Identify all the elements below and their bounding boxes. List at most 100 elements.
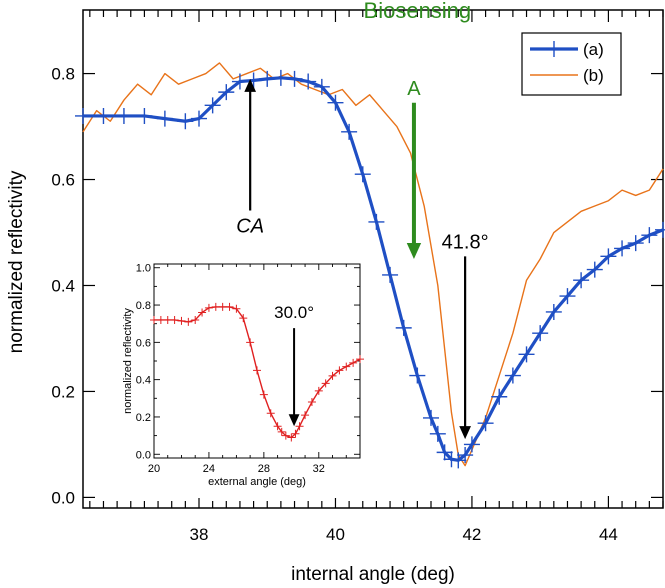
series-a-marker-12 xyxy=(272,69,289,86)
annotation-arrow-head-2 xyxy=(244,78,257,92)
series-a-marker-37 xyxy=(573,272,590,289)
inset-x-tick-label: 28 xyxy=(258,463,270,475)
series-a-line xyxy=(83,76,664,462)
annotation-label-2: CA xyxy=(236,216,264,238)
series-a-marker-13 xyxy=(286,70,303,87)
inset-x-tick-label: 20 xyxy=(148,463,160,475)
inset-series-marker-28 xyxy=(328,371,337,380)
inset-series-marker-12 xyxy=(232,304,241,313)
legend-label-0: (a) xyxy=(583,40,604,59)
legend-marker-0 xyxy=(546,41,562,57)
series-a-marker-43 xyxy=(655,221,665,238)
annotation-arrow-head-1 xyxy=(406,243,422,259)
series-a-marker-8 xyxy=(218,84,235,101)
inset-series-marker-2 xyxy=(163,315,172,324)
inset-series-marker-9 xyxy=(211,302,220,311)
series-a-marker-24 xyxy=(429,425,446,442)
series-a-marker-6 xyxy=(191,110,207,127)
inset-y-tick-label: 0.2 xyxy=(136,412,151,424)
inset-y-tick-label: 0.0 xyxy=(136,449,151,461)
series-a-marker-39 xyxy=(600,248,617,265)
inset-series-marker-21 xyxy=(287,433,296,442)
inset-series-marker-29 xyxy=(335,366,344,375)
inset-annotations: 30.0° xyxy=(274,303,314,427)
inset-series-marker-26 xyxy=(314,386,323,395)
inset-series-marker-8 xyxy=(204,303,213,312)
inset-y-tick-label: 0.8 xyxy=(136,300,151,312)
chart-legend: (a) (b) xyxy=(521,32,622,96)
legend-box xyxy=(521,32,622,96)
series-a-marker-28 xyxy=(457,447,474,464)
series-a-marker-19 xyxy=(368,213,385,230)
annotation-arrow-head-3 xyxy=(459,426,471,440)
inset-x-tick-label: 32 xyxy=(313,463,325,475)
series-a-marker-10 xyxy=(245,72,262,89)
series-a-marker-14 xyxy=(300,73,317,90)
series-a-marker-0 xyxy=(75,107,91,124)
inset-background xyxy=(120,257,363,498)
inset-y-axis-label: normalized reflectivity xyxy=(122,308,134,414)
inset-series-marker-6 xyxy=(191,315,200,324)
inset-series-marker-17 xyxy=(266,409,275,418)
y-tick-label: 0.4 xyxy=(51,276,75,295)
series-a-marker-22 xyxy=(409,367,426,384)
annotation-label-3: 41.8° xyxy=(442,231,489,253)
inset-series-marker-4 xyxy=(177,316,186,325)
series-a-marker-30 xyxy=(477,415,494,432)
series-a-marker-18 xyxy=(354,166,371,183)
series-a-marker-34 xyxy=(532,325,549,342)
inset-x-tick-label: 24 xyxy=(203,463,215,475)
y-tick-label: 0.2 xyxy=(51,382,75,401)
main-chart: 38 40 42 44 0.0 0.2 0.4 0.6 0.8 Biosensing A CA 41.… xyxy=(6,0,665,585)
inset-y-tick-label: 1.0 xyxy=(136,263,151,275)
x-tick-label: 40 xyxy=(326,525,345,544)
main-axis-ticks: 38 40 42 44 0.0 0.2 0.4 0.6 0.8 xyxy=(51,10,664,544)
inset-series-marker-31 xyxy=(349,358,358,367)
series-a-marker-21 xyxy=(395,319,412,336)
inset-annotation-label-0: 30.0° xyxy=(274,303,314,322)
series-a-marker-17 xyxy=(341,123,358,140)
series-a-marker-26 xyxy=(443,451,460,468)
series-a-marker-32 xyxy=(504,367,521,384)
inset-y-tick-label: 0.4 xyxy=(136,375,151,387)
series-a-marker-20 xyxy=(382,266,399,283)
inset-series-marker-1 xyxy=(156,315,165,324)
series-a-marker-7 xyxy=(204,97,221,114)
inset-series-marker-20 xyxy=(281,431,290,440)
series-a-marker-5 xyxy=(177,113,194,130)
series-b-line xyxy=(82,62,664,467)
series-a-marker-36 xyxy=(559,288,576,305)
inset-series-marker-3 xyxy=(170,315,179,324)
y-tick-label: 0.8 xyxy=(51,65,75,84)
inset-series-marker-23 xyxy=(295,422,304,431)
inset-chart: 20 24 28 32 0.0 0.2 0.4 0.6 0.8 1.0 30.0° externa… xyxy=(120,257,364,498)
inset-series-marker-19 xyxy=(277,427,286,436)
series-a-marker-4 xyxy=(156,110,173,127)
x-tick-label: 38 xyxy=(190,525,209,544)
inset-series-marker-22 xyxy=(291,429,300,438)
inset-series-marker-10 xyxy=(218,302,227,311)
main-plot-frame xyxy=(82,9,664,509)
series-a-marker-41 xyxy=(627,235,644,252)
inset-series-marker-13 xyxy=(239,314,248,323)
series-a-marker-29 xyxy=(463,436,480,453)
inset-series-marker-18 xyxy=(273,422,282,431)
series-a-marker-35 xyxy=(545,303,562,320)
series-a-marker-3 xyxy=(136,107,153,124)
series-a-marker-42 xyxy=(641,227,658,244)
inset-series-marker-27 xyxy=(321,379,330,388)
inset-series-marker-15 xyxy=(253,366,261,375)
inset-x-axis-label: external angle (deg) xyxy=(208,476,306,488)
series-a-marker-15 xyxy=(313,78,330,95)
inset-series-marker-7 xyxy=(198,308,207,317)
series-a-marker-23 xyxy=(423,409,439,426)
series-a-marker-2 xyxy=(115,107,132,124)
legend-entries: (a) (b) xyxy=(530,40,604,85)
inset-series-marker-5 xyxy=(184,317,193,326)
series-a-marker-16 xyxy=(327,94,344,111)
inset-y-tick-label: 0.6 xyxy=(136,337,151,349)
annotation-label-1: A xyxy=(407,78,421,100)
legend-label-1: (b) xyxy=(583,66,604,85)
series-a-marker-31 xyxy=(491,388,508,405)
